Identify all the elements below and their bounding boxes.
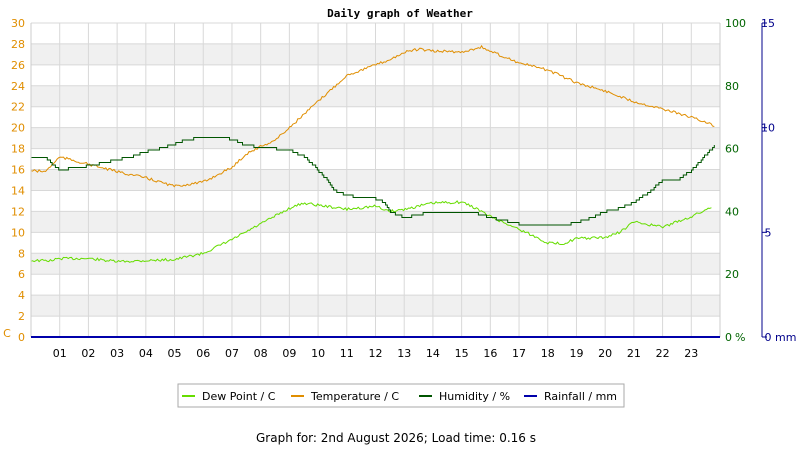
x-tick-label: 21: [627, 347, 641, 360]
legend-label: Temperature / C: [310, 390, 399, 403]
rainfall-tick-label: 15: [761, 17, 775, 30]
humidity-tick-label: 60: [725, 143, 739, 156]
left-tick-label: 26: [11, 59, 25, 72]
x-tick-label: 14: [426, 347, 440, 360]
left-tick-label: 24: [11, 80, 25, 93]
x-tick-label: 05: [168, 347, 182, 360]
x-tick-label: 22: [656, 347, 670, 360]
left-tick-label: 22: [11, 101, 25, 114]
rainfall-tick-label: 10: [761, 122, 775, 135]
x-tick-label: 20: [598, 347, 612, 360]
x-tick-label: 15: [455, 347, 469, 360]
x-tick-label: 18: [541, 347, 555, 360]
left-tick-label: 30: [11, 17, 25, 30]
series-line: [31, 137, 715, 226]
x-tick-label: 17: [512, 347, 526, 360]
left-tick-label: 14: [11, 184, 25, 197]
left-tick-label: 8: [18, 247, 25, 260]
x-tick-label: 03: [110, 347, 124, 360]
x-tick-label: 16: [483, 347, 497, 360]
left-tick-label: 18: [11, 143, 25, 156]
left-tick-label: 2: [18, 310, 25, 323]
x-tick-label: 06: [196, 347, 210, 360]
humidity-tick-label: 80: [725, 80, 739, 93]
x-tick-label: 04: [139, 347, 153, 360]
left-tick-label: 4: [18, 289, 25, 302]
chart-title: Daily graph of Weather: [327, 7, 473, 20]
left-tick-label: 20: [11, 122, 25, 135]
x-tick-label: 13: [397, 347, 411, 360]
left-tick-label: 12: [11, 205, 25, 218]
x-tick-label: 19: [569, 347, 583, 360]
footer-text: Graph for: 2nd August 2026; Load time: 0…: [256, 431, 536, 445]
left-tick-label: 16: [11, 164, 25, 177]
humidity-tick-label: 20: [725, 268, 739, 281]
plot-grid: [31, 22, 720, 338]
rainfall-unit-label: mm: [775, 331, 796, 344]
legend: Dew Point / C Temperature / C Humidity / %…: [177, 383, 625, 408]
legend-box: [177, 383, 625, 408]
x-tick-label: 07: [225, 347, 239, 360]
series-line: [30, 44, 715, 188]
tick-labels: 024681012141618202224262830C204060801000…: [3, 17, 796, 360]
humidity-tick-label: 0: [725, 331, 732, 344]
legend-label: Rainfall / mm: [544, 390, 617, 403]
rainfall-tick-label: 0: [765, 331, 772, 344]
humidity-tick-label: 100: [725, 17, 746, 30]
x-tick-label: 11: [340, 347, 354, 360]
humidity-tick-label: 40: [725, 205, 739, 218]
left-tick-label: 6: [18, 268, 25, 281]
x-tick-label: 23: [684, 347, 698, 360]
x-tick-label: 10: [311, 347, 325, 360]
left-tick-label: 28: [11, 38, 25, 51]
x-tick-label: 01: [53, 347, 67, 360]
left-tick-label: 0: [18, 331, 25, 344]
axes: [30, 22, 767, 338]
humidity-unit-label: %: [735, 331, 745, 344]
left-tick-label: 10: [11, 226, 25, 239]
x-tick-label: 08: [254, 347, 268, 360]
legend-label: Humidity / %: [439, 390, 510, 403]
x-tick-label: 02: [81, 347, 95, 360]
legend-label: Dew Point / C: [202, 390, 276, 403]
x-tick-label: 12: [369, 347, 383, 360]
series-line: [30, 200, 712, 263]
x-tick-label: 09: [282, 347, 296, 360]
left-unit-label: C: [3, 327, 11, 340]
rainfall-tick-label: 5: [765, 226, 772, 239]
